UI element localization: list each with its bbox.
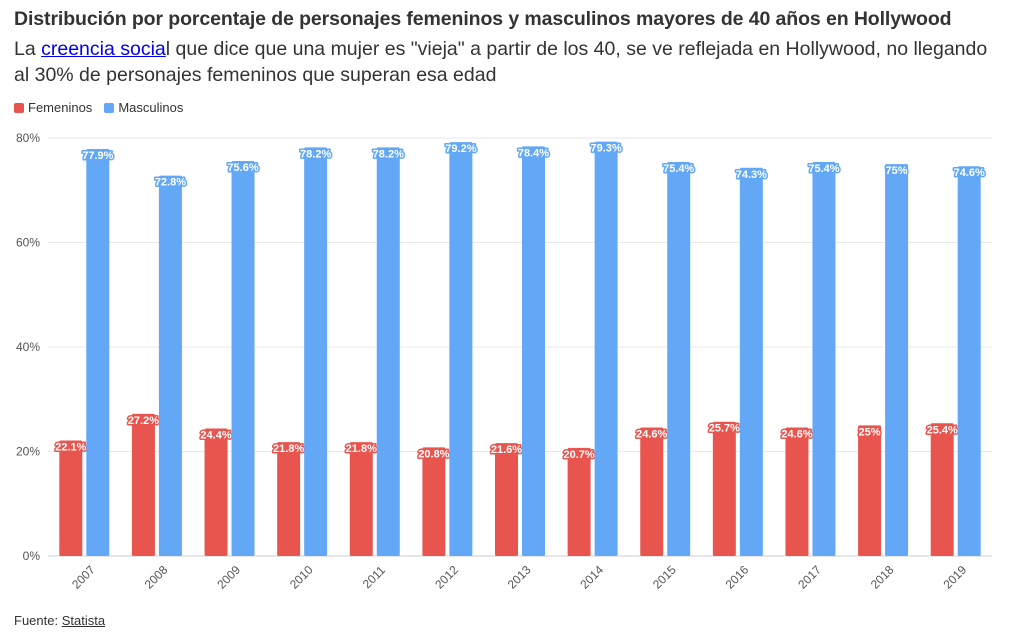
data-label-masculinos: 74.3% [736, 169, 767, 181]
data-label-femeninos: 21.8% [273, 443, 304, 455]
source-label: Fuente: [14, 613, 62, 628]
legend-swatch-masculinos [104, 102, 115, 113]
bar-femeninos[interactable] [785, 427, 809, 556]
bar-femeninos[interactable] [422, 447, 446, 556]
creencia-social-link[interactable]: creencia socia [41, 38, 166, 60]
data-label-masculinos: 78.2% [300, 148, 331, 160]
bar-femeninos[interactable] [567, 447, 591, 556]
data-label-femeninos: 20.8% [418, 448, 449, 460]
bar-femeninos[interactable] [712, 421, 736, 556]
x-tick-label: 2018 [868, 563, 897, 592]
data-label-femeninos: 22.1% [55, 442, 86, 454]
data-label-masculinos: 78.2% [373, 148, 404, 160]
chart-legend: Femeninos Masculinos [14, 100, 195, 115]
bar-chart: 0% 20% 40% 60% 80% 22.1% 77.9% 2007 27.2% 72.8% 20… [16, 131, 992, 592]
bar-masculinos[interactable] [594, 141, 618, 556]
y-tick-label: 20% [16, 445, 40, 459]
bar-femeninos[interactable] [930, 423, 954, 556]
x-tick-label: 2007 [69, 563, 98, 592]
y-tick-label: 40% [16, 340, 40, 354]
data-label-femeninos: 21.8% [346, 443, 377, 455]
legend-item-masculinos[interactable]: Masculinos [104, 100, 183, 115]
bar-masculinos[interactable] [158, 175, 182, 556]
source-footer: Fuente: Statista [14, 613, 105, 628]
bar-masculinos[interactable] [86, 148, 110, 556]
y-tick-label: 0% [23, 549, 41, 563]
x-tick-label: 2012 [432, 563, 461, 592]
bar-masculinos[interactable] [667, 162, 691, 556]
bar-femeninos[interactable] [858, 425, 882, 556]
bar-masculinos[interactable] [957, 166, 981, 556]
data-label-femeninos: 25.7% [709, 423, 740, 435]
x-tick-label: 2011 [360, 563, 388, 591]
bar-masculinos[interactable] [231, 160, 255, 557]
x-tick-label: 2015 [650, 563, 679, 592]
data-label-masculinos: 77.9% [82, 150, 113, 162]
data-label-femeninos: 25% [859, 426, 881, 438]
x-tick-label: 2014 [577, 563, 606, 592]
x-tick-label: 2010 [287, 563, 316, 592]
data-label-masculinos: 75.4% [663, 163, 694, 175]
bar-masculinos[interactable] [304, 147, 328, 556]
data-label-masculinos: 74.6% [954, 167, 985, 179]
bar-masculinos[interactable] [522, 146, 545, 557]
legend-item-femeninos[interactable]: Femeninos [14, 100, 92, 115]
x-tick-label: 2017 [795, 563, 824, 592]
bar-masculinos[interactable] [812, 162, 836, 556]
bar-femeninos[interactable] [204, 428, 228, 556]
data-label-masculinos: 75% [886, 165, 908, 177]
data-label-masculinos: 79.3% [591, 143, 622, 155]
bar-femeninos[interactable] [277, 442, 301, 556]
legend-swatch-femeninos [14, 102, 24, 113]
bar-femeninos[interactable] [59, 440, 83, 556]
bar-masculinos[interactable] [739, 167, 763, 556]
x-tick-label: 2016 [723, 563, 752, 592]
bar-femeninos[interactable] [349, 442, 373, 556]
legend-label-masculinos: Masculinos [118, 100, 184, 115]
source-link[interactable]: Statista [61, 613, 106, 628]
bar-masculinos[interactable] [376, 147, 400, 556]
subtitle-prefix: La [14, 38, 42, 60]
data-label-masculinos: 72.8% [155, 177, 186, 189]
x-tick-label: 2013 [505, 563, 534, 592]
bar-masculinos[interactable] [449, 142, 473, 556]
x-tick-label: 2009 [214, 563, 243, 592]
x-tick-label: 2008 [142, 563, 171, 592]
data-label-femeninos: 20.7% [564, 449, 595, 461]
y-tick-label: 80% [16, 131, 40, 145]
legend-label-femeninos: Femeninos [28, 100, 93, 115]
data-label-femeninos: 21.6% [491, 444, 522, 456]
bar-femeninos[interactable] [640, 427, 664, 556]
chart-title: Distribución por porcentaje de personaje… [14, 8, 952, 30]
data-label-femeninos: 25.4% [927, 424, 958, 436]
data-label-masculinos: 79.2% [445, 143, 476, 155]
data-label-femeninos: 24.4% [200, 430, 231, 442]
chart-subtitle: La creencia social que dice que una muje… [14, 36, 1004, 88]
x-tick-label: 2019 [940, 563, 969, 592]
data-label-femeninos: 24.6% [636, 428, 667, 440]
data-label-masculinos: 75.4% [808, 163, 839, 175]
data-label-femeninos: 24.6% [781, 428, 812, 440]
bar-femeninos[interactable] [131, 413, 155, 556]
subtitle-rest: l que dice que una mujer es "vieja" a pa… [14, 38, 988, 86]
data-label-femeninos: 27.2% [128, 415, 159, 427]
data-label-masculinos: 78.4% [518, 147, 549, 159]
y-tick-label: 60% [16, 236, 40, 250]
bar-femeninos[interactable] [495, 443, 518, 556]
bar-masculinos[interactable] [885, 164, 909, 556]
data-label-masculinos: 75.6% [227, 162, 258, 174]
